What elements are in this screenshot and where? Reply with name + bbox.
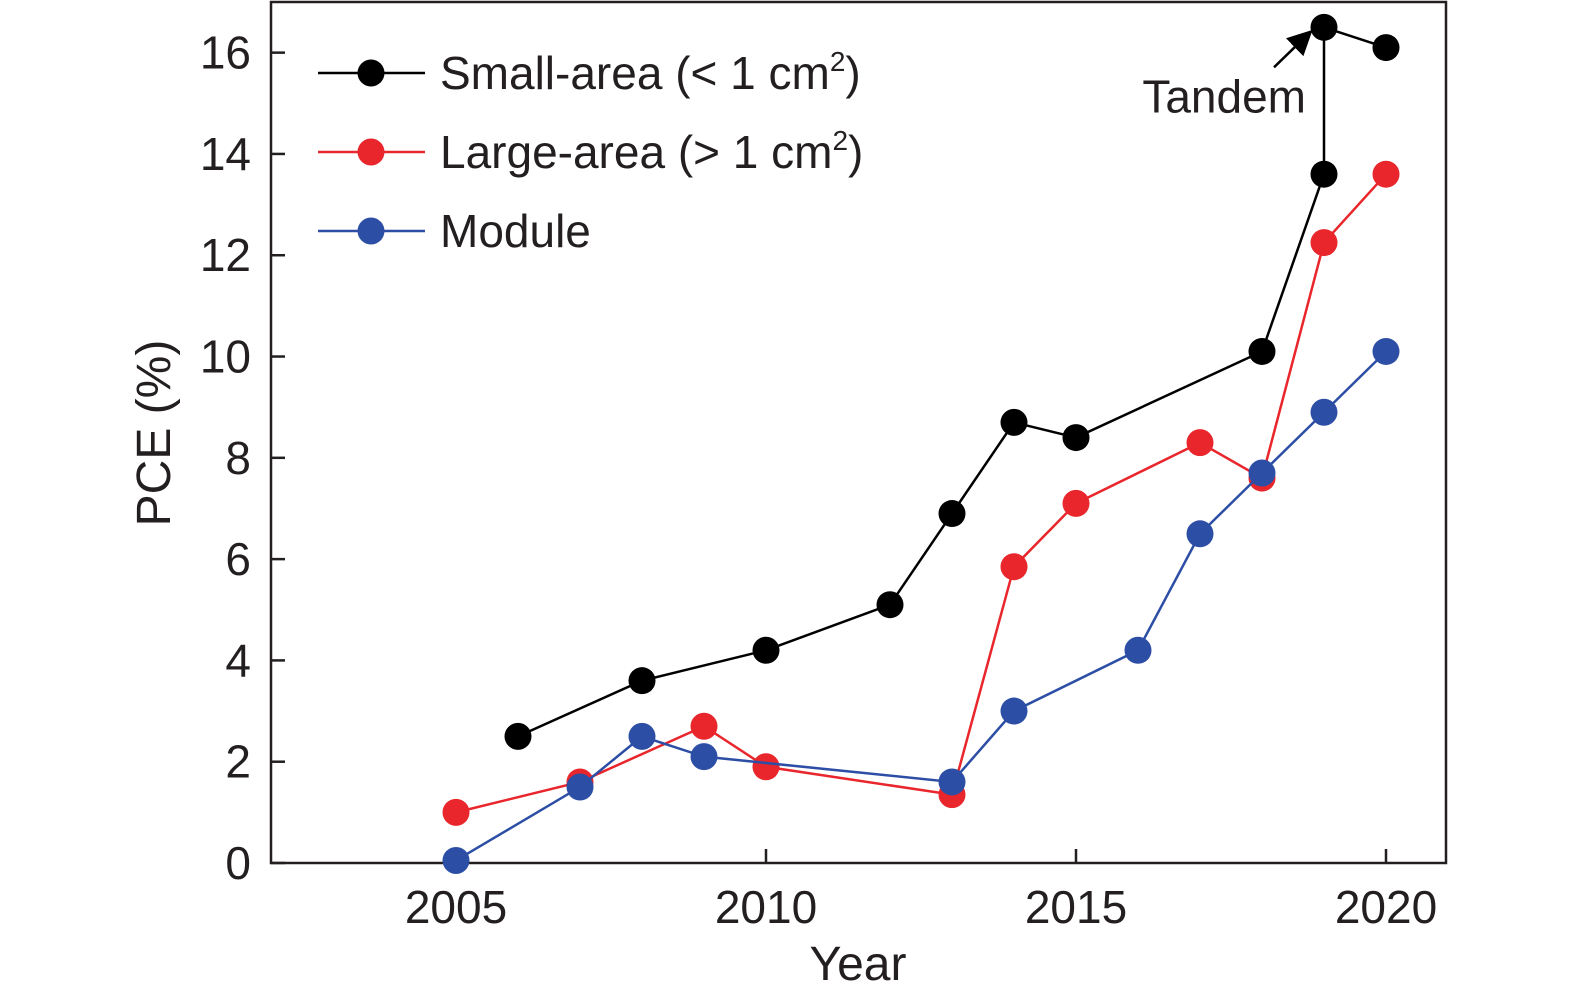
data-point xyxy=(1000,553,1028,581)
series-line xyxy=(455,173,1387,814)
y-tick-label: 2 xyxy=(225,736,251,788)
data-point xyxy=(1372,160,1400,188)
data-point xyxy=(876,591,904,619)
data-point xyxy=(1186,429,1214,457)
series-0 xyxy=(504,13,1400,750)
data-point xyxy=(938,500,966,528)
legend-label: Module xyxy=(440,205,591,257)
data-point xyxy=(752,636,780,664)
series-2 xyxy=(442,337,1400,874)
series-layer xyxy=(442,13,1400,874)
data-point xyxy=(1310,229,1338,257)
y-tick-label: 10 xyxy=(200,331,251,383)
data-point xyxy=(1062,489,1090,517)
legend-label: Large-area (> 1 cm2) xyxy=(440,125,863,178)
data-point xyxy=(1248,337,1276,365)
x-tick-label: 2020 xyxy=(1335,881,1437,933)
plot-frame xyxy=(269,0,1448,865)
y-axis: 0 2 4 6 8 10 12 14 16 xyxy=(200,27,285,889)
data-point xyxy=(690,712,718,740)
x-axis: 2005 2010 2015 2020 xyxy=(405,849,1437,933)
data-point xyxy=(1310,398,1338,426)
y-tick-label: 8 xyxy=(225,432,251,484)
data-point xyxy=(1372,337,1400,365)
data-point xyxy=(752,753,780,781)
series-1 xyxy=(442,160,1400,826)
data-point xyxy=(1310,13,1338,41)
data-point xyxy=(442,846,470,874)
y-axis-title: PCE (%) xyxy=(128,340,181,527)
annotations: Tandem xyxy=(1142,29,1313,122)
legend-label: Small-area (< 1 cm2) xyxy=(440,46,861,99)
legend-marker xyxy=(357,217,385,245)
data-point xyxy=(628,667,656,695)
legend-marker xyxy=(357,138,385,166)
y-tick-label: 0 xyxy=(225,837,251,889)
series-line xyxy=(455,350,1387,862)
legend: Small-area (< 1 cm2) Large-area (> 1 cm2)… xyxy=(318,46,863,257)
data-point xyxy=(690,743,718,771)
data-point xyxy=(1186,520,1214,548)
data-point xyxy=(1062,424,1090,452)
y-tick-label: 12 xyxy=(200,229,251,281)
annotation-label: Tandem xyxy=(1142,70,1306,122)
data-point xyxy=(1310,160,1338,188)
y-tick-label: 14 xyxy=(200,128,251,180)
x-axis-title: Year xyxy=(810,938,907,991)
data-point xyxy=(1124,636,1152,664)
legend-marker xyxy=(357,59,385,87)
annotation-arrow xyxy=(1273,29,1313,69)
data-point xyxy=(1372,34,1400,62)
x-tick-label: 2010 xyxy=(715,881,817,933)
data-point xyxy=(1000,408,1028,436)
data-point xyxy=(628,722,656,750)
data-point xyxy=(1248,459,1276,487)
data-point xyxy=(1000,697,1028,725)
x-tick-label: 2005 xyxy=(405,881,507,933)
x-tick-label: 2015 xyxy=(1025,881,1127,933)
data-point xyxy=(938,768,966,796)
y-tick-label: 6 xyxy=(225,533,251,585)
y-tick-label: 16 xyxy=(200,27,251,79)
y-tick-label: 4 xyxy=(225,634,251,686)
data-point xyxy=(566,773,594,801)
data-point xyxy=(442,798,470,826)
data-point xyxy=(504,722,532,750)
